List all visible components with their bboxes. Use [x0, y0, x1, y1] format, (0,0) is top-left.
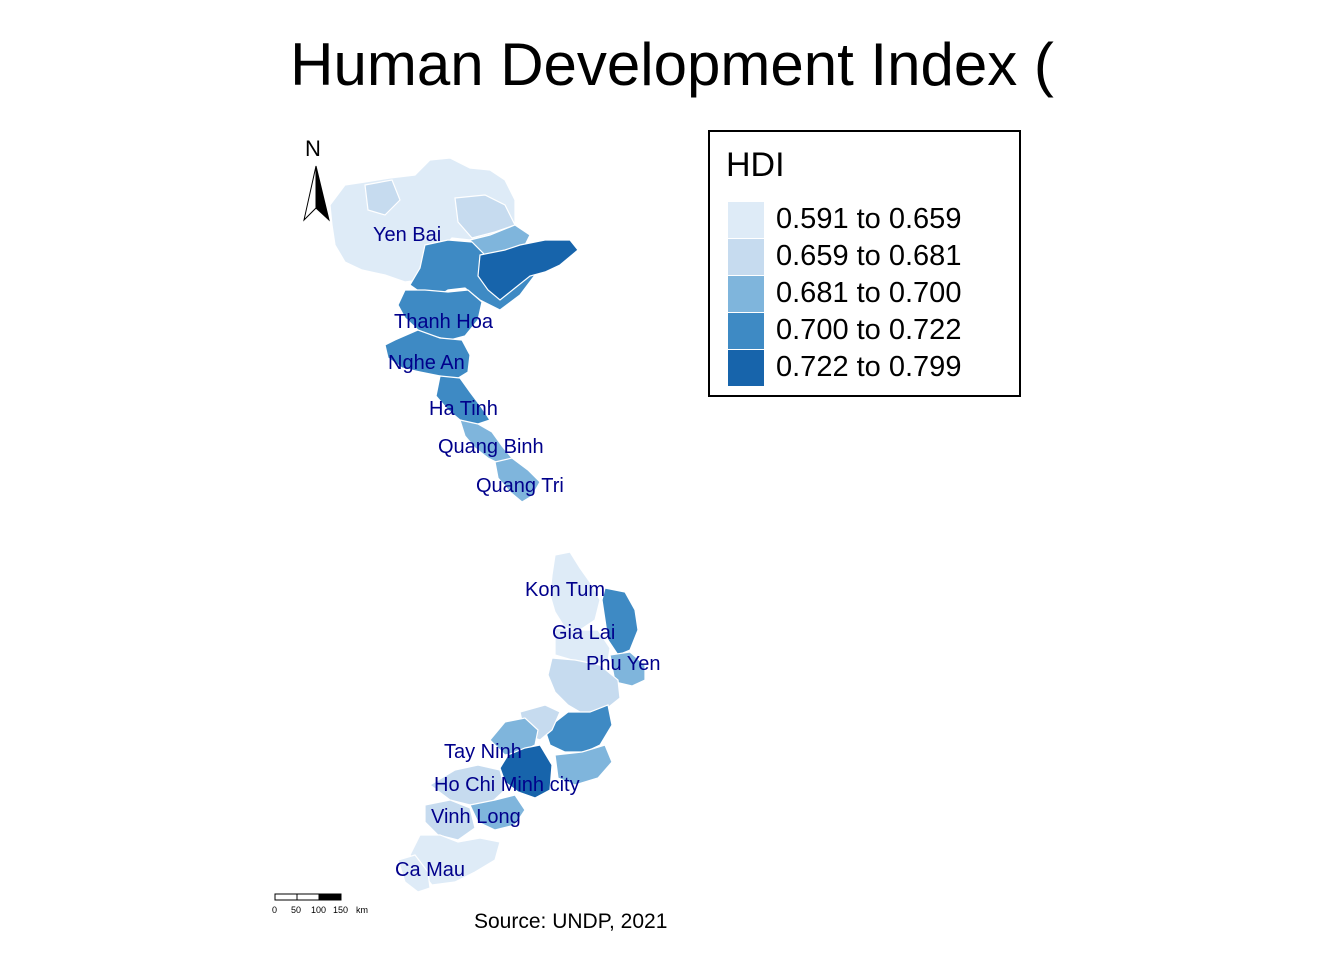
tien-giang-ben-tre [469, 794, 526, 831]
legend-label: 0.700 to 0.722 [776, 314, 962, 346]
scale-bar: 0 50 100 150 km [272, 893, 368, 915]
legend-swatch [728, 350, 764, 386]
map-title: Human Development Index ( [290, 31, 1054, 98]
legend-item: 0.722 to 0.799 [728, 350, 1018, 386]
binh-thuan-province [554, 744, 613, 786]
label-vinh-long: Vinh Long [431, 806, 521, 828]
label-quang-tri: Quang Tri [476, 475, 564, 497]
scale-tick-150: 150 [333, 905, 348, 915]
legend-item: 0.681 to 0.700 [728, 276, 1018, 312]
north-arrow-label: N [305, 136, 321, 161]
north-arrow: N [303, 136, 330, 222]
legend-item: 0.700 to 0.722 [728, 313, 1018, 349]
source-caption: Source: UNDP, 2021 [474, 910, 668, 933]
legend-swatch [728, 276, 764, 312]
legend-swatch [728, 239, 764, 275]
ho-chi-minh-city [499, 744, 553, 799]
north-arrow-icon [303, 165, 317, 222]
scale-unit: km [356, 905, 368, 915]
label-nghe-an: Nghe An [388, 352, 465, 374]
vinh-long-province [424, 799, 476, 841]
province-labels: Yen Bai Thanh Hoa Nghe An Ha Tinh Quang … [373, 224, 661, 881]
legend-label: 0.659 to 0.681 [776, 240, 962, 272]
legend-label: 0.722 to 0.799 [776, 351, 962, 383]
label-yen-bai: Yen Bai [373, 224, 441, 246]
north-region [329, 157, 579, 503]
gia-lai-province [554, 627, 611, 666]
label-quang-binh: Quang Binh [438, 436, 544, 458]
label-thanh-hoa: Thanh Hoa [394, 311, 494, 333]
quang-tri-province [494, 457, 541, 503]
quang-ninh-hanoi [477, 239, 579, 301]
legend-item: 0.591 to 0.659 [728, 202, 1018, 238]
long-an-dong-thap [428, 764, 506, 806]
legend-swatch [728, 313, 764, 349]
legend-title: HDI [726, 146, 785, 184]
kon-tum-province [549, 551, 601, 631]
scale-tick-100: 100 [311, 905, 326, 915]
legend-label: 0.591 to 0.659 [776, 203, 962, 235]
scale-tick-0: 0 [272, 905, 277, 915]
north-arrow-dark-half [315, 165, 330, 222]
legend-item: 0.659 to 0.681 [728, 239, 1018, 275]
highland-province [364, 179, 401, 216]
ha-tinh-province [435, 375, 491, 426]
legend-swatch [728, 202, 764, 238]
label-ha-tinh: Ha Tinh [429, 398, 498, 420]
south-region [397, 551, 646, 893]
label-ca-mau: Ca Mau [395, 859, 465, 881]
legend-label: 0.681 to 0.700 [776, 277, 962, 309]
tay-ninh-province [489, 717, 539, 756]
label-kon-tum: Kon Tum [525, 579, 605, 601]
label-phu-yen: Phu Yen [586, 653, 661, 675]
ca-mau-province [397, 854, 431, 893]
label-tay-ninh: Tay Ninh [444, 741, 522, 763]
lam-dong-province [544, 704, 613, 753]
legend: HDI 0.591 to 0.659 0.659 to 0.681 0.681 … [708, 130, 1021, 397]
label-ho-chi-minh-city: Ho Chi Minh city [434, 774, 580, 796]
thanh-hoa-province [397, 289, 483, 341]
scale-tick-50: 50 [291, 905, 301, 915]
label-gia-lai: Gia Lai [552, 622, 615, 644]
